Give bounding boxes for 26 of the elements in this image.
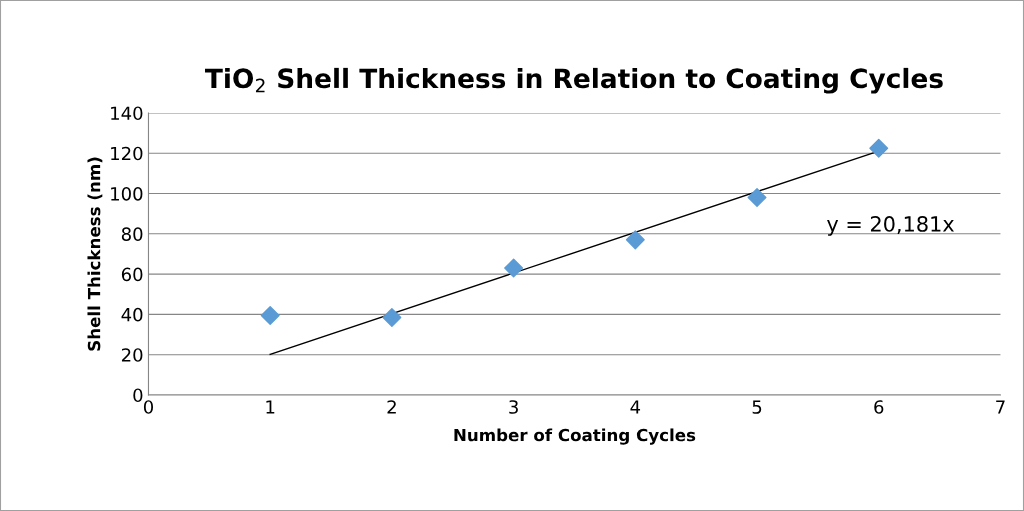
y-tick-label: 0 (133, 388, 143, 403)
x-tick-label: 5 (752, 400, 762, 414)
x-tick-label: 7 (996, 400, 1005, 414)
x-tick-label: 2 (387, 400, 396, 414)
y-tick-label: 80 (121, 227, 143, 241)
y-axis-title: Shell Thickness (nm) (87, 157, 103, 351)
x-tick-label: 1 (266, 400, 275, 414)
point (869, 138, 889, 158)
x-tick-label: 6 (874, 400, 884, 414)
y-tick-label: 20 (121, 348, 143, 362)
y-tick-label: 40 (121, 307, 143, 322)
point (260, 305, 280, 325)
point (382, 307, 402, 327)
x-tick-label: 3 (509, 400, 518, 414)
x-tick-label: 0 (143, 400, 154, 414)
chart-title: TiO$_{2}$ Shell Thickness in Relation to Coating Cycles (205, 67, 943, 94)
annotation: y = 20,181x (827, 216, 954, 236)
y-tick-label: 60 (121, 267, 143, 282)
y-tick-label: 100 (111, 186, 143, 201)
y-tick-label: 140 (111, 106, 143, 121)
x-axis-title: Number of Coating Cycles (454, 428, 696, 445)
point (747, 188, 767, 208)
point (504, 258, 524, 278)
point (625, 230, 645, 250)
y-tick-label: 120 (111, 146, 143, 161)
x-tick-label: 4 (630, 400, 641, 414)
